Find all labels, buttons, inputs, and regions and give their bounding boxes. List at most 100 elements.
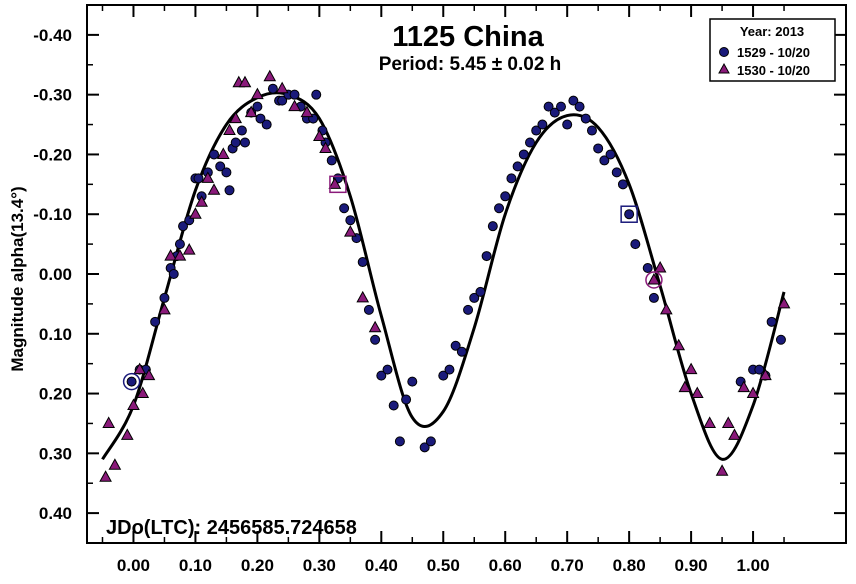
data-point-1529 bbox=[174, 239, 185, 250]
data-point-1530 bbox=[120, 428, 134, 440]
data-point-1529 bbox=[624, 209, 635, 220]
highlight-square bbox=[329, 175, 347, 194]
data-point-1529 bbox=[370, 334, 381, 345]
data-point-1529 bbox=[463, 304, 474, 315]
data-point-1529 bbox=[388, 400, 399, 411]
chart-title: 1125 China bbox=[392, 21, 544, 53]
highlight-circle bbox=[122, 372, 141, 391]
data-point-1529 bbox=[506, 173, 517, 184]
data-point-1530 bbox=[777, 296, 791, 309]
data-point-1530 bbox=[108, 458, 122, 470]
data-point-1529 bbox=[456, 346, 467, 357]
legend-title: Year: 2013 bbox=[740, 24, 804, 39]
y-tick-label: -0.10 bbox=[33, 205, 72, 224]
data-point-1530 bbox=[288, 99, 301, 112]
data-point-1530 bbox=[207, 183, 221, 195]
y-tick-label: 0.40 bbox=[39, 504, 72, 523]
data-point-1529 bbox=[382, 364, 393, 375]
data-point-1529 bbox=[438, 370, 449, 381]
data-point-1530 bbox=[275, 81, 289, 94]
data-point-1529 bbox=[252, 101, 263, 112]
axis-ticks bbox=[87, 5, 846, 543]
data-point-1529 bbox=[630, 239, 641, 250]
y-tick-label: -0.30 bbox=[33, 86, 72, 105]
y-tick-label: 0.20 bbox=[39, 385, 72, 404]
data-point-1529 bbox=[494, 203, 505, 214]
data-point-1529 bbox=[444, 364, 455, 375]
data-point-1529 bbox=[568, 95, 579, 106]
y-tick-label: -0.40 bbox=[33, 26, 72, 45]
data-point-1529 bbox=[363, 304, 374, 315]
data-point-1529 bbox=[562, 119, 573, 130]
data-point-1530 bbox=[313, 129, 326, 142]
data-point-1529 bbox=[648, 292, 659, 303]
data-point-1530 bbox=[728, 428, 741, 440]
y-tick-label: -0.20 bbox=[33, 145, 72, 164]
data-point-1529 bbox=[754, 364, 765, 375]
data-points bbox=[99, 69, 791, 482]
data-point-1530 bbox=[201, 171, 215, 183]
data-point-1529 bbox=[394, 436, 405, 447]
data-point-1530 bbox=[195, 195, 208, 207]
data-point-1530 bbox=[99, 470, 112, 482]
data-point-1530 bbox=[229, 111, 243, 124]
legend-entry-2: 1530 - 10/20 bbox=[737, 63, 810, 78]
data-point-1530 bbox=[158, 302, 171, 315]
data-point-1529 bbox=[500, 191, 511, 202]
data-point-1529 bbox=[611, 167, 622, 178]
x-tick-label: 0.80 bbox=[613, 556, 646, 575]
legend-box bbox=[709, 18, 836, 82]
data-point-1530 bbox=[368, 320, 382, 333]
x-tick-label: 0.10 bbox=[179, 556, 212, 575]
highlight-circle bbox=[645, 271, 663, 289]
highlighted-points bbox=[122, 175, 663, 391]
data-point-1530 bbox=[251, 87, 264, 100]
data-point-1530 bbox=[721, 416, 735, 428]
data-point-1529 bbox=[168, 269, 179, 279]
data-point-1530 bbox=[142, 368, 156, 381]
data-point-1529 bbox=[255, 113, 266, 124]
data-point-1530 bbox=[223, 123, 236, 136]
y-tick-labels: -0.40 -0.30 -0.20 -0.10 0.00 0.10 0.20 0.30 0.40 bbox=[33, 26, 72, 523]
data-point-1530 bbox=[189, 207, 202, 219]
data-point-1529 bbox=[178, 221, 189, 232]
data-point-1529 bbox=[481, 251, 492, 262]
data-point-1530 bbox=[672, 338, 686, 351]
data-point-1529 bbox=[126, 376, 137, 387]
data-point-1529 bbox=[593, 143, 604, 154]
data-point-1529 bbox=[339, 203, 350, 214]
data-point-1529 bbox=[209, 149, 220, 160]
x-tick-labels: 0.00 0.10 0.20 0.30 0.40 0.50 0.60 0.70 0.80 0.90… bbox=[117, 556, 770, 575]
jd-annotation: JDo(LTC): 2456585.724658 bbox=[106, 517, 357, 539]
x-tick-label: 0.30 bbox=[303, 556, 336, 575]
data-point-1529 bbox=[357, 257, 368, 268]
data-point-1529 bbox=[230, 137, 241, 148]
data-point-1529 bbox=[617, 179, 628, 190]
data-point-1530 bbox=[356, 290, 370, 303]
data-point-1530 bbox=[684, 362, 698, 375]
data-point-1529 bbox=[345, 215, 356, 226]
data-point-1530 bbox=[647, 272, 661, 285]
legend-marker-circle bbox=[719, 47, 729, 57]
y-tick-label: 0.00 bbox=[39, 265, 72, 284]
legend: Year: 2013 1529 - 10/20 1530 - 10/20 bbox=[709, 18, 836, 82]
data-point-1529 bbox=[537, 119, 548, 130]
data-point-1530 bbox=[319, 141, 332, 153]
data-point-1530 bbox=[328, 177, 342, 189]
data-point-1529 bbox=[221, 167, 232, 178]
data-point-1529 bbox=[580, 113, 591, 124]
chart-subtitle: Period: 5.45 ± 0.02 h bbox=[379, 54, 562, 75]
x-tick-label: 0.00 bbox=[117, 556, 150, 575]
data-point-1529 bbox=[236, 125, 247, 136]
data-point-1529 bbox=[407, 376, 418, 387]
legend-marker-triangle bbox=[718, 62, 730, 74]
data-point-1530 bbox=[263, 69, 277, 82]
data-point-1530 bbox=[659, 302, 673, 315]
fit-curve bbox=[101, 91, 786, 461]
data-point-1530 bbox=[690, 386, 704, 399]
data-point-1529 bbox=[525, 137, 536, 148]
data-point-1529 bbox=[224, 185, 235, 196]
data-point-1530 bbox=[136, 386, 150, 399]
x-tick-label: 1.00 bbox=[737, 556, 770, 575]
